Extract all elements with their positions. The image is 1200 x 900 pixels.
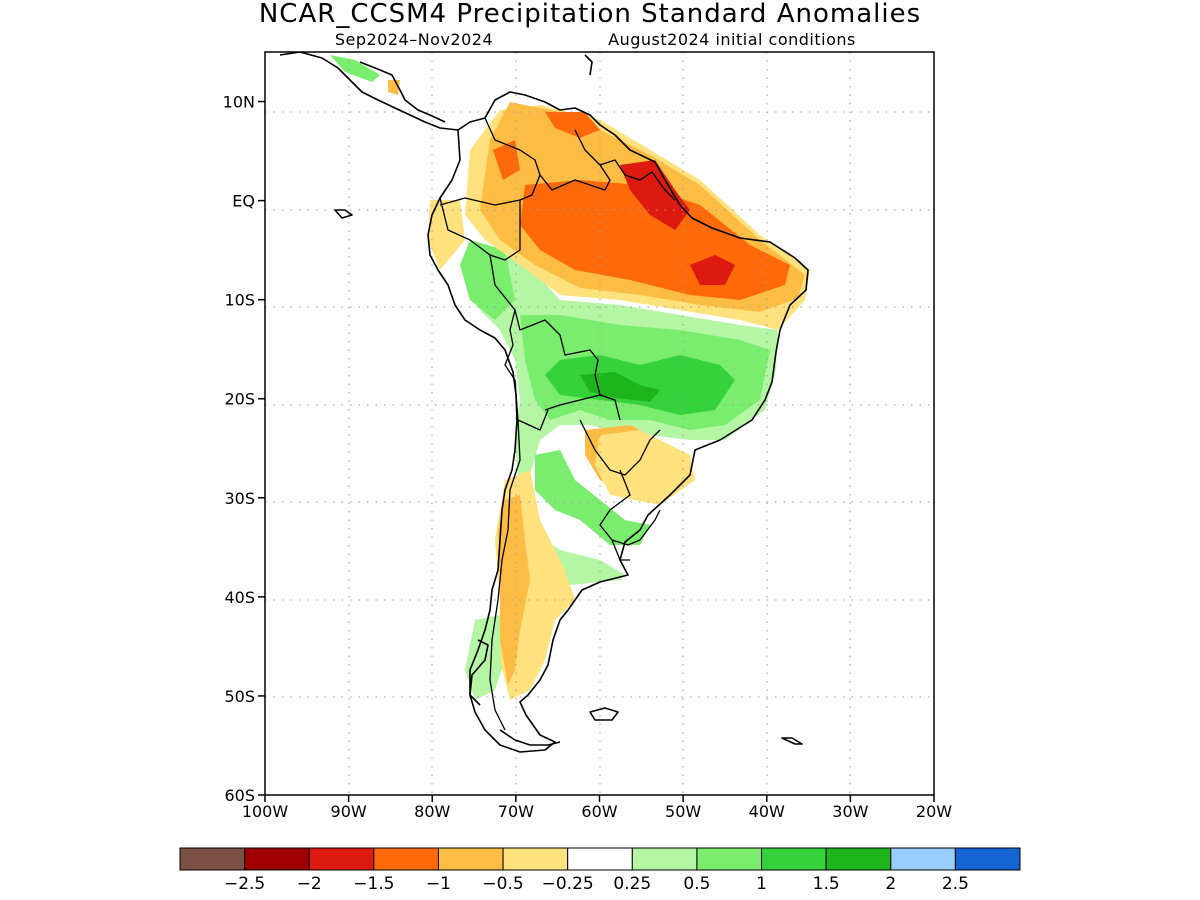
anomaly-region-yellow-paraguay — [595, 430, 695, 505]
colorbar-label: 1.5 — [813, 874, 840, 894]
central-america-coastline — [279, 52, 459, 131]
colorbar-swatch — [437, 847, 504, 871]
anomaly-region-red-guianas — [620, 160, 690, 230]
anomaly-region-orange-venezuela — [545, 112, 600, 138]
south-america-coastline — [427, 91, 809, 753]
colorbar-label: −0.5 — [482, 874, 523, 894]
border-venezuela-guyana — [539, 129, 611, 191]
galapagos-coastline — [334, 209, 353, 219]
border-paraguay-argentina-brazil — [579, 419, 661, 476]
border-uruguay — [611, 539, 630, 561]
national-borders — [439, 117, 676, 731]
lon-tick-label: 100W — [242, 802, 289, 821]
colorbar-swatch — [373, 847, 439, 871]
lon-tick-label: 80W — [414, 802, 450, 821]
anomaly-region-green-northwest — [460, 240, 515, 320]
colorbar-swatch — [308, 847, 375, 871]
border-bolivia-argentina — [517, 409, 549, 431]
colorbar-label: 0.5 — [683, 874, 710, 894]
border-peru-brazil-bolivia — [489, 254, 616, 401]
colorbar-swatch — [179, 847, 246, 871]
lon-tick-label: 40W — [749, 802, 785, 821]
border-ecuador-peru — [439, 197, 491, 256]
colorbar-label: 2 — [885, 874, 896, 894]
colorbar-label: 0.25 — [613, 874, 651, 894]
lat-tick-label: 30S — [224, 489, 255, 508]
colorbar-label: −0.25 — [542, 874, 594, 894]
anomaly-region-yellow-ecuador — [428, 200, 465, 270]
lat-tick-label: 10N — [223, 93, 255, 112]
lat-tick-label: EQ — [232, 192, 255, 211]
plot-subtitle-initial-conditions: August2024 initial conditions — [608, 30, 856, 49]
lon-tick-label: 70W — [498, 802, 534, 821]
lat-tick-label: 20S — [224, 390, 255, 409]
colorbar-swatch — [954, 847, 1021, 871]
colorbar-label: −2 — [297, 874, 322, 894]
south-georgia-coastline — [781, 737, 803, 745]
longitude-axis: 100W 90W 80W 70W 60W 50W 40W 30W 20W — [242, 795, 952, 821]
latitude-axis: 10N EQ 10S 20S 30S 40S 50S 60S — [223, 93, 265, 805]
lat-tick-label: 40S — [224, 588, 255, 607]
chile-fjords-coastline — [469, 639, 489, 706]
plot-title: NCAR_CCSM4 Precipitation Standard Anomal… — [259, 0, 921, 29]
border-bolivia-paraguay — [544, 394, 621, 421]
colorbar-label: 1 — [756, 874, 767, 894]
lon-tick-label: 20W — [916, 802, 952, 821]
coastlines — [279, 52, 809, 753]
lon-tick-label: 30W — [832, 802, 868, 821]
border-peru-bolivia-chile — [504, 309, 516, 381]
colorbar-swatch — [631, 847, 698, 871]
border-colombia-peru-brazil — [439, 197, 521, 261]
colorbar-label: −1 — [426, 874, 451, 894]
tierra-del-fuego-coastline — [499, 729, 561, 746]
colorbar-label: −1.5 — [353, 874, 394, 894]
colorbar-label: −2.5 — [224, 874, 265, 894]
colorbar-label: 2.5 — [942, 874, 969, 894]
colorbar-swatch — [890, 847, 956, 871]
anomaly-region-green-uruguay — [535, 450, 650, 545]
anomaly-region-red-amazon-east — [690, 255, 735, 285]
border-colombia-venezuela — [484, 117, 541, 201]
colorbar-swatch — [696, 847, 763, 871]
border-chile-argentina — [489, 379, 521, 731]
colorbar: −2.5 −2 −1.5 −1 −0.5 −0.25 0.25 0.5 1 1.5 2 2.5 — [179, 847, 1021, 894]
lon-tick-label: 90W — [331, 802, 367, 821]
anomaly-fields — [330, 55, 810, 700]
lat-tick-label: 60S — [224, 786, 255, 805]
colorbar-swatch — [244, 847, 310, 871]
falkland-islands-coastline — [589, 707, 619, 721]
caribbean-island-coastline — [584, 54, 593, 76]
anomaly-region-green-central-america — [330, 55, 380, 82]
colorbar-swatch — [761, 847, 827, 871]
lon-tick-label: 50W — [665, 802, 701, 821]
lat-tick-label: 10S — [224, 291, 255, 310]
plot-subtitle-period: Sep2024–Nov2024 — [335, 30, 493, 49]
lon-tick-label: 60W — [581, 802, 617, 821]
anomaly-region-green-peak — [580, 372, 660, 402]
colorbar-swatch — [502, 847, 569, 871]
map-area — [265, 52, 934, 795]
central-america-coastline-caribbean — [359, 61, 446, 123]
colorbar-swatch — [825, 847, 892, 871]
map-gridlines — [265, 52, 934, 795]
colorbar-swatch — [567, 847, 633, 871]
anomaly-region-orange-colombia — [493, 140, 520, 180]
border-guianas — [599, 159, 676, 201]
lat-tick-label: 50S — [224, 687, 255, 706]
